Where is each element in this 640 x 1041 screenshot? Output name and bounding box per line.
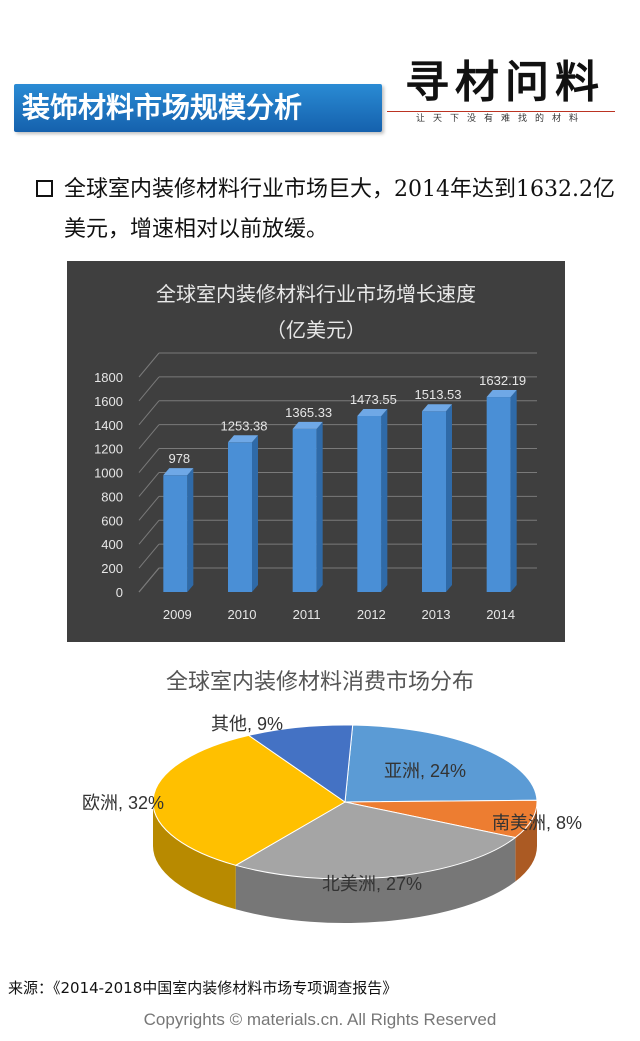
bar-side (381, 408, 388, 592)
grid-line-diagonal (138, 567, 160, 593)
bar-side (510, 390, 517, 592)
y-tick-label: 1800 (94, 370, 123, 385)
bar-top (163, 468, 194, 476)
data-label: 1365.33 (285, 405, 332, 420)
copyright-notice: Copyrights © materials.cn. All Rights Re… (143, 1010, 497, 1029)
pie-slice-side (515, 802, 537, 882)
grid-line-diagonal (138, 424, 160, 449)
bar-chart-title: 全球室内装修材料行业市场增长速度 (156, 283, 476, 306)
bar-top (357, 408, 388, 416)
square-bullet-icon (36, 180, 53, 197)
x-tick-label: 2012 (357, 607, 386, 622)
grid-line-diagonal (138, 472, 160, 497)
y-tick-label: 600 (101, 513, 123, 528)
pie-slice (152, 734, 346, 866)
pie-slice (234, 801, 517, 880)
y-tick-label: 1000 (94, 466, 123, 481)
data-label: 978 (168, 451, 190, 466)
bar-2009 (163, 468, 194, 592)
pie-chart-title: 全球室内装修材料消费市场分布 (165, 669, 474, 694)
y-tick-label: 1600 (94, 394, 123, 409)
pie-slice-label: 南美洲, 8% (492, 813, 582, 833)
source-note: 来源：《2014-2018中国室内装修材料市场专项调查报告》 (8, 979, 398, 997)
pie-slice-label: 其他, 9% (211, 714, 283, 734)
bar-top (228, 435, 258, 443)
bar-top (486, 390, 517, 398)
bar-top (292, 421, 323, 429)
y-tick-label: 200 (101, 561, 123, 576)
bar (357, 415, 382, 592)
grid-line-diagonal (138, 352, 160, 378)
x-tick-label: 2010 (228, 607, 257, 622)
data-label: 1513.53 (415, 387, 462, 402)
y-tick-label: 1200 (94, 442, 123, 457)
x-tick-label: 2009 (163, 607, 192, 622)
bar-chart-panel: 全球室内装修材料行业市场增长速度 （亿美元） 0 200 400 600 800 1000… (67, 261, 565, 642)
bar-side (446, 404, 452, 592)
bar-side (252, 435, 258, 592)
grid-line-diagonal (138, 543, 160, 569)
bar (422, 411, 446, 592)
bullet-text: 全球室内装修材料行业市场巨大，2014年达到1632.2亿美元，增速相对以前放缓… (64, 177, 615, 242)
pie-chart: 亚洲, 24% 南美洲, 8% 北美洲, 27% 欧洲, 32% 其他, 9% (82, 714, 582, 923)
grid-line-diagonal (138, 400, 160, 426)
pie-slice-label: 北美洲, 27% (322, 874, 422, 894)
x-tick-label: 2013 (422, 607, 451, 622)
bar (292, 428, 317, 592)
y-tick-label: 1400 (94, 418, 123, 433)
bar-top (422, 404, 452, 412)
pie-slice-label: 欧洲, 32% (82, 793, 164, 813)
data-label: 1632.19 (479, 373, 526, 388)
header-band (14, 84, 382, 132)
logo-wordmark: 寻材问料 (405, 57, 605, 108)
bar-2012 (357, 408, 388, 592)
bar-chart-subtitle: （亿美元） (266, 319, 366, 342)
y-tick-label: 800 (101, 489, 123, 504)
pie-slice (344, 724, 538, 803)
pie-slice-label: 亚洲, 24% (384, 761, 466, 781)
x-tick-label: 2014 (486, 607, 515, 622)
bar-2013 (422, 404, 452, 592)
data-label: 1473.55 (350, 392, 397, 407)
pie-slice (247, 724, 354, 803)
logo: 寻材问料 让天下没有难找的材料 (385, 57, 625, 129)
pie-slice-side (153, 802, 236, 910)
y-tick-label: 0 (116, 585, 123, 600)
data-label: 1253.38 (221, 418, 268, 433)
grid-line-diagonal (138, 519, 160, 545)
pie-slice (344, 799, 538, 839)
grid-line-diagonal (138, 376, 160, 402)
bar (228, 442, 252, 592)
page-title: 装饰材料市场规模分析 (22, 91, 303, 124)
bar-chart: 全球室内装修材料行业市场增长速度 （亿美元） 0 200 400 600 800 1000… (94, 283, 537, 622)
bar-2014 (486, 390, 517, 592)
bar (163, 475, 188, 592)
grid-line-diagonal (138, 496, 160, 521)
bar-side (187, 468, 194, 592)
grid-line-diagonal (138, 448, 160, 473)
bar-2011 (292, 421, 323, 592)
pie-slice-side (235, 837, 516, 923)
logo-slogan: 让天下没有难找的材料 (387, 111, 615, 125)
bar-2010 (228, 435, 258, 592)
bar-side (316, 421, 323, 592)
y-tick-label: 400 (101, 537, 123, 552)
x-tick-label: 2011 (293, 607, 321, 622)
bar (486, 397, 511, 592)
